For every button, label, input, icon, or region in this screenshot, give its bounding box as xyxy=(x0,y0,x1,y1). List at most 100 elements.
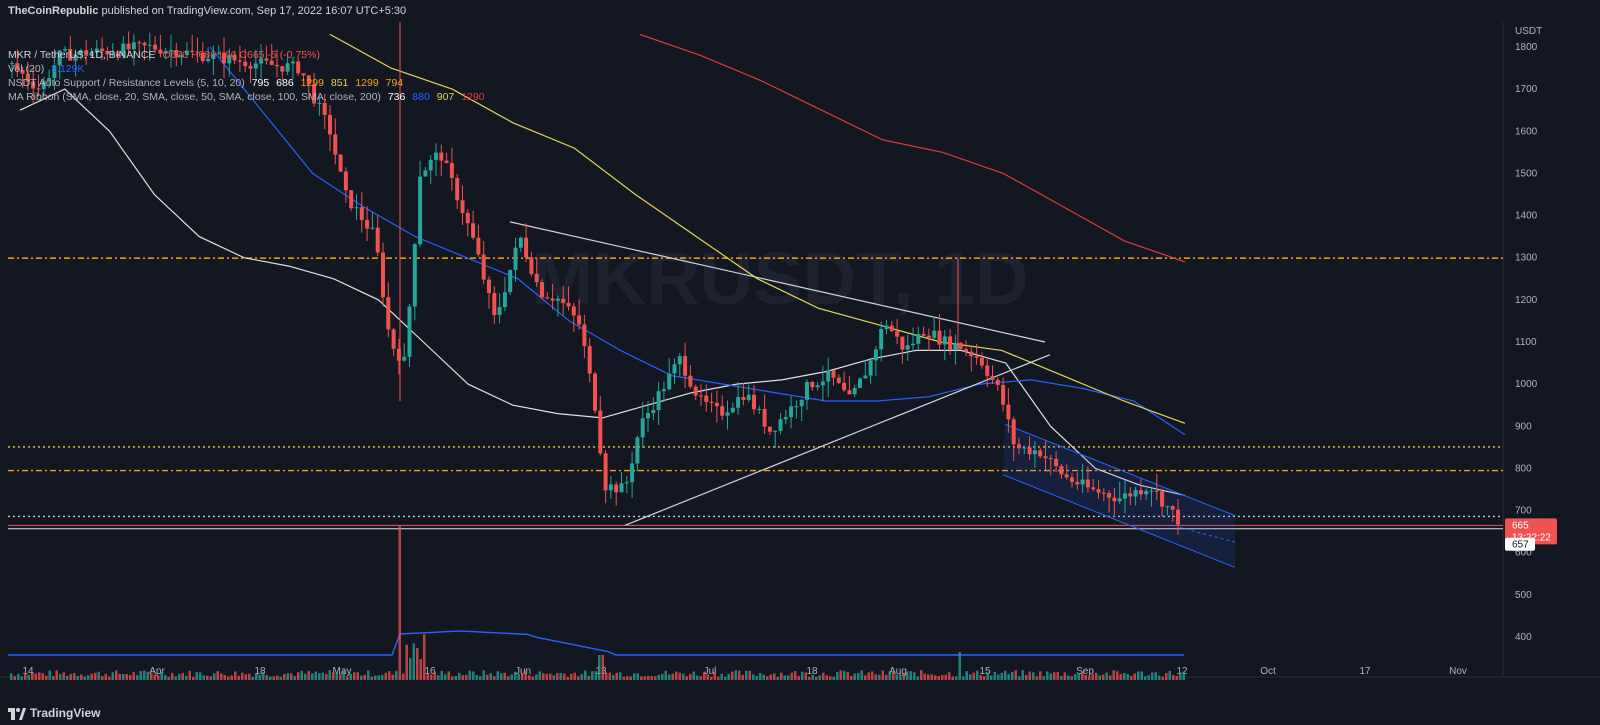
candle-body xyxy=(190,50,195,52)
volume-bar xyxy=(654,676,657,680)
volume-bar xyxy=(507,676,510,680)
candle-body xyxy=(285,63,290,72)
volume-bar xyxy=(125,673,128,680)
volume-bar xyxy=(1035,676,1038,680)
candle-body xyxy=(964,349,968,352)
volume-bar xyxy=(580,673,583,680)
volume-bar xyxy=(62,672,65,680)
volume-bar xyxy=(475,675,478,680)
volume-bar xyxy=(279,676,282,680)
volume-bar xyxy=(87,675,90,680)
candle-body xyxy=(577,315,582,325)
candle-body xyxy=(57,50,62,66)
candle-body xyxy=(720,406,725,416)
candle-body xyxy=(312,84,317,104)
volume-bar xyxy=(563,673,566,680)
candle-body xyxy=(582,324,587,347)
ohlc-values: O670 H680 L66 C665 -5 (-0.75%) xyxy=(162,49,320,61)
symbol-label[interactable]: MKR / TetherUS, 1D, BINANCE xyxy=(8,49,156,61)
volume-bar xyxy=(381,674,384,680)
volume-bar xyxy=(374,675,377,680)
time-tick-label: Nov xyxy=(1449,666,1467,677)
tradingview-logo[interactable]: TradingView xyxy=(8,702,100,725)
volume-bar xyxy=(24,672,27,680)
nsdt-value: 794 xyxy=(385,77,404,89)
candle-body xyxy=(667,373,672,390)
time-tick-label: 18 xyxy=(254,666,266,677)
price-chart[interactable]: MKRUSDT, 1D USDT 400 500 600 700 800 900 1000 110… xyxy=(0,22,1600,702)
volume-bar xyxy=(549,673,552,680)
volume-bar xyxy=(703,671,706,680)
volume-bar xyxy=(531,676,534,680)
candle-body xyxy=(1128,493,1133,497)
volume-bar xyxy=(1119,674,1122,680)
candle-body xyxy=(1085,479,1090,488)
volume-bar xyxy=(983,676,986,680)
volume-bar xyxy=(990,675,993,680)
chart-area[interactable]: MKRUSDT, 1D USDT 400 500 600 700 800 900 1000 110… xyxy=(0,22,1600,702)
volume-bar xyxy=(332,672,335,680)
volume-bar xyxy=(395,670,398,680)
candle-body xyxy=(497,307,502,315)
volume-bar xyxy=(255,673,258,680)
candle-body xyxy=(322,102,327,115)
volume-bar xyxy=(1042,676,1045,680)
currency-label: USDT xyxy=(1515,26,1542,37)
candle-body xyxy=(174,50,179,58)
candle-body xyxy=(911,343,915,346)
candle-body xyxy=(1054,458,1059,467)
volume-bar xyxy=(923,673,926,680)
volume-bar xyxy=(118,673,121,680)
volume-bar xyxy=(986,672,989,680)
candle-body xyxy=(873,349,878,361)
volume-bar xyxy=(671,673,674,680)
candle-body xyxy=(926,335,931,338)
volume-bar xyxy=(1000,672,1003,680)
nsdt-value: 1299 xyxy=(355,77,379,89)
nsdt-label[interactable]: NSDT Auto Support / Resistance Levels (5… xyxy=(8,77,245,89)
volume-bar xyxy=(244,674,247,680)
volume-bar xyxy=(601,655,604,680)
candle-body xyxy=(730,407,735,413)
volume-bar xyxy=(927,674,930,680)
time-tick-label: 13 xyxy=(595,666,607,677)
volume-bar xyxy=(283,673,286,680)
volume-bar xyxy=(892,671,895,680)
volume-bar xyxy=(1060,676,1063,680)
volume-bar xyxy=(55,670,58,680)
volume-bar xyxy=(402,673,405,680)
candle-body xyxy=(555,298,560,301)
volume-bar xyxy=(48,670,51,680)
volume-bar xyxy=(237,675,240,680)
candle-body xyxy=(381,252,385,298)
candle-body xyxy=(306,75,311,85)
volume-bar xyxy=(1095,672,1098,680)
candle-body xyxy=(10,63,14,65)
time-tick-label: 16 xyxy=(424,666,436,677)
candle-body xyxy=(905,345,910,350)
volume-bar xyxy=(860,670,863,680)
volume-bar xyxy=(41,673,44,680)
candle-body xyxy=(73,54,78,61)
volume-bar xyxy=(167,676,170,680)
candle-body xyxy=(916,333,921,344)
volume-bar xyxy=(517,673,520,680)
volume-bar xyxy=(871,671,874,680)
candle-body xyxy=(746,394,751,400)
candle-body xyxy=(349,190,354,209)
current-price-label: 665 xyxy=(1512,520,1529,531)
candle-body xyxy=(953,342,958,350)
volume-bar xyxy=(682,673,685,680)
ma-label[interactable]: MA Ribbon (SMA, close, 20, SMA, close, 5… xyxy=(8,91,381,103)
tradingview-brand: TradingView xyxy=(30,706,101,720)
volume-bar xyxy=(1133,673,1136,680)
volume-bar xyxy=(451,676,454,680)
candle-body xyxy=(1070,477,1074,482)
candle-body xyxy=(317,102,322,104)
volume-bar xyxy=(1011,671,1014,680)
volume-bar xyxy=(944,674,947,680)
volume-bar xyxy=(468,670,471,680)
candle-body xyxy=(1011,419,1016,445)
vol-label[interactable]: Vol (20) xyxy=(8,63,45,75)
volume-bar xyxy=(1126,673,1129,680)
